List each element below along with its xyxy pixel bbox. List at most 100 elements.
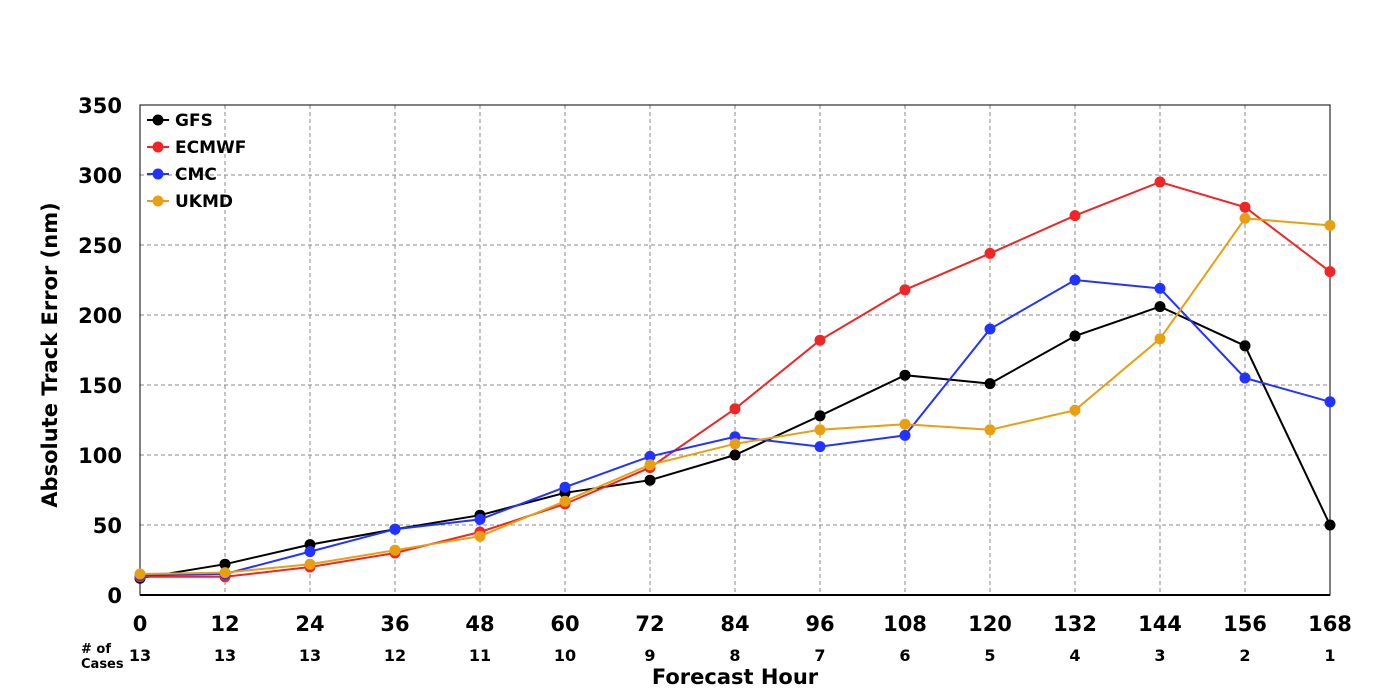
x-tick-labels: 0 12 24 36 48 60 72 84 96 108 120 132 144 156 168 — [133, 612, 1352, 636]
y-tick-label: 300 — [78, 164, 122, 188]
legend-item-cmc: CMC — [147, 165, 217, 185]
data-point-cmc — [814, 441, 826, 453]
x-tick-label: 36 — [380, 612, 409, 636]
x-axis-title: Forecast Hour — [652, 665, 819, 689]
data-point-ecmwf — [899, 284, 911, 296]
data-point-ukmd — [389, 544, 401, 556]
legend-label-cmc: CMC — [175, 165, 217, 185]
y-tick-label: 0 — [107, 584, 122, 608]
data-point-cmc — [1324, 396, 1336, 408]
case-count-label: 12 — [384, 646, 406, 665]
x-tick-label: 156 — [1223, 612, 1267, 636]
cases-header-line-1: # of — [81, 642, 111, 657]
data-point-ecmwf — [729, 403, 741, 415]
y-axis-title: Absolute Track Error (nm) — [38, 202, 62, 507]
data-point-gfs — [1239, 340, 1251, 352]
data-point-ukmd — [814, 424, 826, 436]
case-count-label: 13 — [214, 646, 236, 665]
case-count-label: 4 — [1069, 646, 1080, 665]
case-count-label: 5 — [984, 646, 995, 665]
y-tick-label: 150 — [78, 374, 122, 398]
data-point-gfs — [814, 410, 826, 422]
data-point-ukmd — [474, 530, 486, 542]
case-count-labels: 13 13 13 12 11 10 9 8 7 6 5 4 3 2 1 — [129, 646, 1336, 665]
case-count-label: 10 — [554, 646, 576, 665]
data-point-ukmd — [134, 568, 146, 580]
x-tick-label: 120 — [968, 612, 1012, 636]
x-tick-label: 108 — [883, 612, 927, 636]
data-point-ukmd — [1069, 404, 1081, 416]
data-point-ukmd — [899, 418, 911, 430]
data-point-gfs — [644, 474, 656, 486]
data-point-ukmd — [984, 424, 996, 436]
data-point-cmc — [474, 513, 486, 525]
legend-item-ecmwf: ECMWF — [147, 138, 246, 158]
x-tick-label: 72 — [635, 612, 664, 636]
data-point-ukmd — [644, 459, 656, 471]
x-tick-label: 168 — [1308, 612, 1352, 636]
data-point-ecmwf — [984, 247, 996, 259]
y-tick-label: 200 — [78, 304, 122, 328]
x-tick-label: 84 — [720, 612, 749, 636]
data-point-cmc — [559, 481, 571, 493]
case-count-label: 8 — [729, 646, 740, 665]
y-tick-label: 50 — [93, 514, 122, 538]
case-count-label: 3 — [1154, 646, 1165, 665]
y-tick-label: 250 — [78, 234, 122, 258]
legend-marker-ecmwf — [152, 141, 164, 153]
y-tick-label: 350 — [78, 94, 122, 118]
data-point-cmc — [899, 429, 911, 441]
legend-marker-gfs — [152, 114, 164, 126]
x-tick-label: 132 — [1053, 612, 1097, 636]
data-point-ukmd — [1324, 219, 1336, 231]
y-tick-labels: 0 50 100 150 200 250 300 350 — [78, 94, 122, 608]
data-point-cmc — [644, 450, 656, 462]
data-point-gfs — [1154, 301, 1166, 313]
case-count-label: 13 — [129, 646, 151, 665]
data-point-cmc — [1069, 274, 1081, 286]
data-point-ukmd — [559, 495, 571, 507]
case-count-label: 2 — [1239, 646, 1250, 665]
legend-label-gfs: GFS — [175, 111, 213, 131]
y-tick-label: 100 — [78, 444, 122, 468]
data-point-ukmd — [219, 567, 231, 579]
data-point-ecmwf — [1154, 176, 1166, 188]
legend: GFS ECMWF CMC UKMD — [147, 111, 246, 212]
case-count-label: 6 — [899, 646, 910, 665]
data-point-ukmd — [729, 438, 741, 450]
data-point-ecmwf — [1239, 201, 1251, 213]
legend-item-ukmd: UKMD — [147, 192, 233, 212]
legend-label-ecmwf: ECMWF — [175, 138, 246, 158]
data-point-gfs — [984, 378, 996, 390]
x-tick-label: 12 — [210, 612, 239, 636]
legend-label-ukmd: UKMD — [175, 192, 233, 212]
data-point-ukmd — [304, 558, 316, 570]
legend-item-gfs: GFS — [147, 111, 213, 131]
data-point-ecmwf — [1324, 266, 1336, 278]
series-ukmd — [134, 212, 1336, 580]
data-point-cmc — [304, 546, 316, 558]
case-count-label: 9 — [644, 646, 655, 665]
data-point-cmc — [1154, 282, 1166, 294]
cases-header-line-2: Cases — [81, 657, 124, 672]
x-tick-label: 0 — [133, 612, 148, 636]
data-point-gfs — [1069, 330, 1081, 342]
case-count-label: 1 — [1324, 646, 1335, 665]
case-count-label: 13 — [299, 646, 321, 665]
data-point-cmc — [1239, 372, 1251, 384]
data-point-cmc — [984, 323, 996, 335]
x-tick-label: 96 — [805, 612, 834, 636]
case-count-label: 7 — [814, 646, 825, 665]
series-layer — [134, 176, 1336, 584]
data-point-cmc — [389, 523, 401, 535]
legend-marker-cmc — [152, 168, 164, 180]
data-point-gfs — [1324, 519, 1336, 531]
data-point-gfs — [899, 369, 911, 381]
data-point-ukmd — [1154, 333, 1166, 345]
data-point-ecmwf — [1069, 210, 1081, 222]
x-tick-label: 144 — [1138, 612, 1182, 636]
data-point-gfs — [219, 558, 231, 570]
x-tick-label: 24 — [295, 612, 324, 636]
